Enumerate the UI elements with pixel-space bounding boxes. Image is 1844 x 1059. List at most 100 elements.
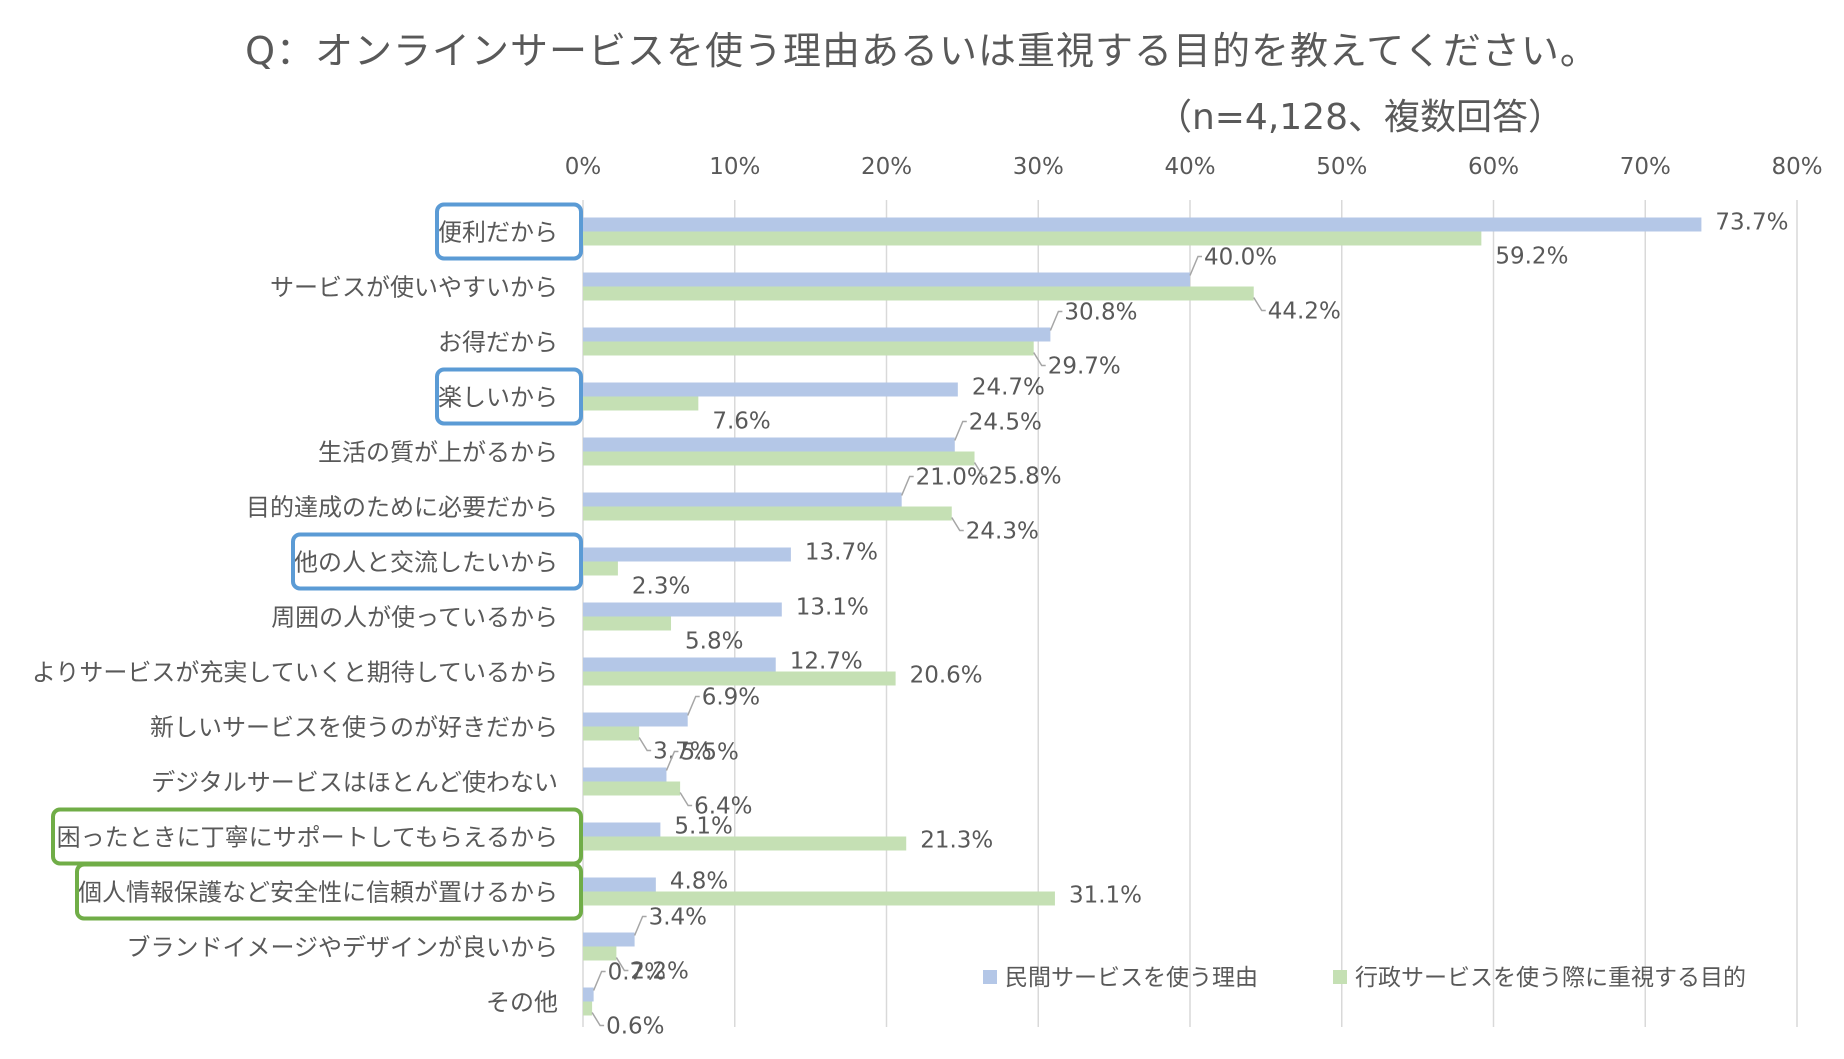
category-label: 周囲の人が使っているから	[271, 604, 558, 632]
category-label: よりサービスが充実していくと期待しているから	[32, 659, 558, 687]
data-label-series-1: 13.7%	[805, 540, 878, 566]
data-label-series-2: 29.7%	[1048, 354, 1121, 380]
data-label-series-2: 21.3%	[920, 828, 993, 854]
leader-line	[1253, 297, 1266, 312]
highlight-box	[435, 367, 583, 426]
bar-series-1	[583, 877, 656, 892]
bar-series-2	[583, 616, 672, 631]
category-label: 困ったときに丁寧にサポートしてもらえるから	[57, 824, 558, 852]
leader-line	[900, 475, 914, 496]
bar-series-1	[583, 437, 955, 452]
data-label-series-1: 73.7%	[1715, 210, 1788, 236]
data-label-series-1: 24.5%	[969, 410, 1042, 436]
category-label: 楽しいから	[438, 384, 558, 412]
leader-line	[1049, 310, 1063, 331]
x-tick-label: 0%	[565, 154, 602, 180]
bar-series-2	[583, 231, 1482, 246]
bar-series-2	[583, 781, 681, 796]
data-label-series-2: 5.8%	[685, 629, 743, 655]
leader-line	[591, 1012, 605, 1027]
data-label-series-2: 59.2%	[1495, 244, 1568, 270]
data-label-series-1: 3.4%	[649, 905, 707, 931]
leader-line	[687, 695, 700, 716]
bar-series-1	[583, 987, 594, 1002]
data-label-series-1: 21.0%	[916, 465, 989, 491]
category-label: ブランドイメージやデザインが良いから	[126, 934, 558, 962]
data-label-series-1: 4.8%	[670, 869, 728, 895]
highlight-box	[75, 862, 583, 921]
category-label: 個人情報保護など安全性に信頼が置けるから	[78, 879, 558, 907]
x-tick-label: 10%	[709, 154, 760, 180]
leader-line	[665, 750, 679, 771]
legend-label: 民間サービスを使う理由	[1005, 965, 1258, 991]
bar-series-1	[583, 657, 776, 672]
category-label: 生活の質が上がるから	[318, 439, 558, 467]
bar-series-2	[583, 836, 907, 851]
bar-series-1	[583, 272, 1190, 287]
data-label-series-1: 12.7%	[790, 649, 863, 675]
data-label-series-1: 40.0%	[1204, 245, 1277, 271]
data-label-series-2: 3.7%	[653, 739, 711, 765]
leader-line	[633, 915, 647, 936]
bar-series-2	[583, 451, 975, 466]
data-label-series-2: 24.3%	[966, 519, 1039, 545]
highlight-box	[435, 202, 583, 261]
bar-series-1	[583, 382, 958, 397]
data-label-series-2: 2.3%	[632, 574, 690, 600]
bar-series-2	[583, 671, 896, 686]
data-label-series-2: 2.2%	[630, 959, 688, 985]
bar-series-2	[583, 1001, 593, 1016]
bar-series-2	[583, 726, 640, 741]
leader-line	[638, 737, 652, 752]
category-label: 他の人と交流したいから	[294, 549, 558, 577]
x-tick-label: 80%	[1771, 154, 1822, 180]
data-label-series-2: 6.4%	[694, 794, 752, 820]
data-label-series-1: 5.5%	[680, 740, 738, 766]
category-label: お得だから	[438, 329, 558, 357]
bar-series-1	[583, 327, 1051, 342]
leader-line	[1189, 255, 1202, 276]
x-tick-label: 30%	[1013, 154, 1064, 180]
leader-line	[615, 957, 629, 972]
category-label: 目的達成のために必要だから	[246, 494, 558, 522]
chart-title: Q：オンラインサービスを使う理由あるいは重視する目的を教えてください。	[245, 29, 1599, 73]
bar-series-1	[583, 822, 661, 837]
category-label: デジタルサービスはほとんど使わない	[151, 769, 558, 797]
data-label-series-2: 7.6%	[712, 409, 770, 435]
data-label-series-2: 0.6%	[606, 1014, 664, 1040]
bar-series-1	[583, 602, 782, 617]
data-label-series-1: 13.1%	[796, 595, 869, 621]
category-label: サービスが使いやすいから	[270, 274, 558, 302]
x-tick-label: 60%	[1468, 154, 1519, 180]
data-label-series-1: 6.9%	[702, 685, 760, 711]
data-label-series-1: 0.7%	[608, 960, 666, 986]
category-label: 便利だから	[438, 219, 558, 247]
bar-series-2	[583, 561, 618, 576]
bar-series-2	[583, 946, 617, 961]
data-label-series-1: 24.7%	[972, 375, 1045, 401]
bar-series-1	[583, 712, 688, 727]
legend-label: 行政サービスを使う際に重視する目的	[1355, 965, 1746, 991]
category-label: その他	[486, 989, 558, 1017]
data-label-series-2: 20.6%	[910, 663, 983, 689]
bar-series-2	[583, 286, 1254, 301]
bar-series-1	[583, 547, 791, 562]
bar-series-2	[583, 396, 699, 411]
bar-series-1	[583, 492, 902, 507]
legend-swatch	[1333, 970, 1347, 984]
bar-series-2	[583, 506, 952, 521]
data-label-series-2: 44.2%	[1268, 299, 1341, 325]
leader-line	[592, 970, 606, 991]
bar-series-2	[583, 891, 1055, 906]
bar-series-2	[583, 341, 1034, 356]
bar-series-1	[583, 767, 667, 782]
leader-line	[679, 792, 693, 807]
bar-series-1	[583, 217, 1702, 232]
leader-line	[951, 517, 964, 532]
chart-subtitle: （n=4,128、複数回答）	[1155, 97, 1564, 138]
highlight-box	[291, 532, 583, 591]
data-label-series-2: 25.8%	[989, 464, 1062, 490]
leader-line	[973, 462, 987, 477]
data-label-series-1: 30.8%	[1064, 300, 1137, 326]
